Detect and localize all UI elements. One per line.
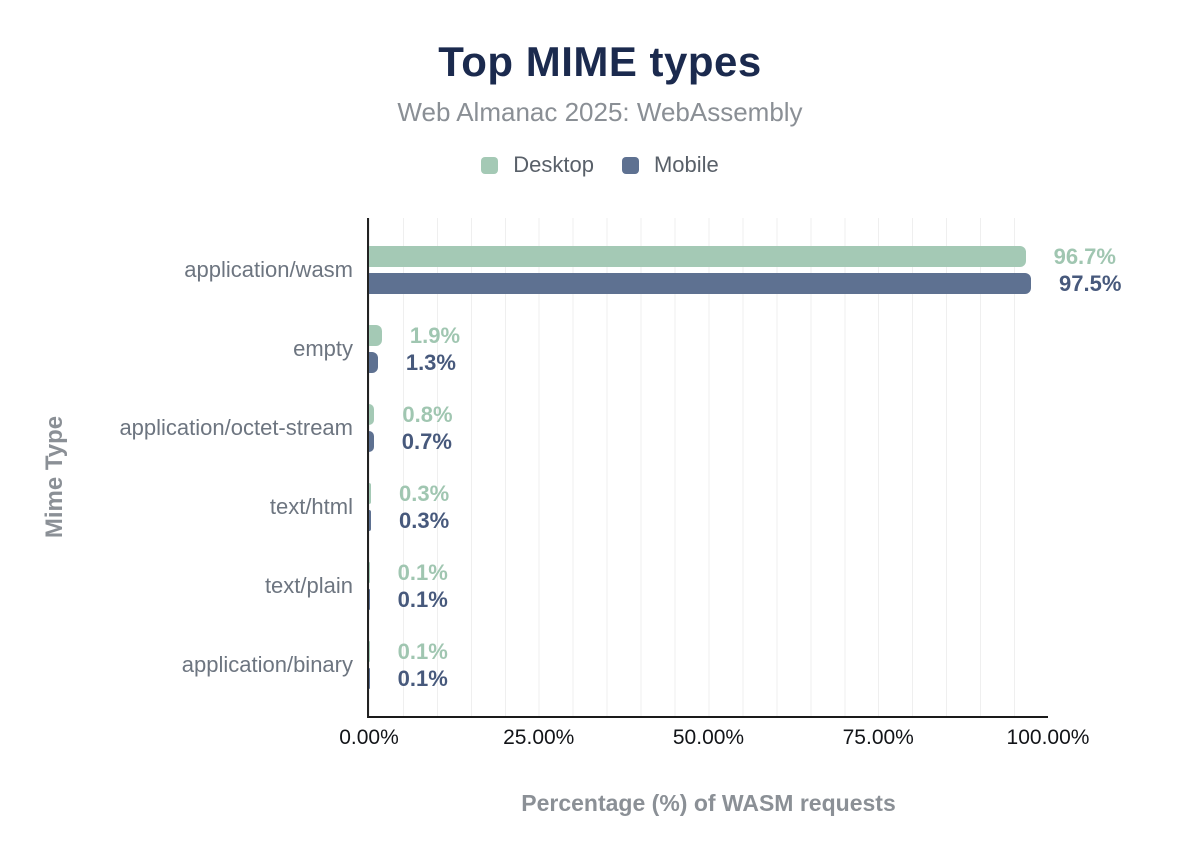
- mobile-barline: 97.5%: [369, 273, 1121, 295]
- y-axis-title: Mime Type: [41, 415, 68, 539]
- x-tick-0: 0.00%: [339, 726, 399, 749]
- mobile-barline: 0.7%: [369, 429, 1048, 455]
- mobile-value-label: 0.1%: [397, 665, 448, 691]
- mobile-barline: 1.3%: [369, 350, 1048, 376]
- desktop-value-label: 96.7%: [1053, 244, 1116, 270]
- desktop-bar[interactable]: [369, 561, 370, 583]
- bar-group: 0.8% 0.7%: [369, 402, 1048, 455]
- category-row-application-wasm: application/wasm 96.7% 97.5%: [184, 231, 1121, 310]
- desktop-bar[interactable]: [369, 404, 375, 426]
- x-tick-50: 50.00%: [672, 726, 745, 749]
- chart-title: Top MIME types: [438, 38, 762, 85]
- category-row-text-html: text/html 0.3% 0.3%: [270, 467, 1048, 546]
- desktop-barline: 1.9%: [369, 323, 1048, 349]
- x-axis-tick-labels: 0.00% 25.00% 50.00% 75.00% 100.00%: [339, 726, 1089, 752]
- bar-group: 1.9% 1.3%: [369, 323, 1048, 376]
- x-axis-title: Percentage (%) of WASM requests: [521, 790, 896, 816]
- desktop-value-label: 1.9%: [409, 323, 461, 349]
- desktop-value-label: 0.1%: [397, 559, 448, 585]
- category-row-empty: empty 1.9% 1.3%: [293, 310, 1048, 389]
- mobile-bar[interactable]: [369, 431, 374, 453]
- category-label: text/plain: [264, 572, 353, 598]
- mobile-value-label: 0.1%: [397, 586, 448, 612]
- mobile-value-label: 97.5%: [1059, 271, 1122, 297]
- desktop-barline: 0.1%: [369, 559, 1048, 585]
- legend-label-mobile: Mobile: [653, 152, 719, 177]
- category-label: empty: [293, 336, 353, 362]
- x-tick-100: 100.00%: [1006, 726, 1090, 749]
- bar-group: 0.1% 0.1%: [369, 638, 1048, 691]
- desktop-value-label: 0.1%: [397, 638, 448, 664]
- category-row-application-binary: application/binary 0.1% 0.1%: [182, 625, 1048, 704]
- mobile-barline: 0.1%: [369, 665, 1048, 691]
- mobile-value-label: 1.3%: [405, 350, 456, 376]
- mobile-value-label: 0.7%: [401, 429, 452, 455]
- desktop-barline: 0.8%: [369, 402, 1048, 428]
- desktop-barline: 96.7%: [369, 246, 1116, 268]
- chart-subtitle: Web Almanac 2025: WebAssembly: [397, 97, 803, 127]
- legend-item-mobile[interactable]: Mobile: [621, 152, 719, 178]
- desktop-barline: 0.3%: [369, 480, 1048, 506]
- plot-area: application/wasm 96.7% 97.5% empty: [119, 218, 1121, 718]
- mobile-bar[interactable]: [369, 273, 1032, 295]
- legend-label-desktop: Desktop: [513, 152, 594, 177]
- bar-group: 0.1% 0.1%: [369, 559, 1048, 612]
- bar-group: 0.3% 0.3%: [369, 480, 1048, 533]
- mobile-swatch-icon: [621, 156, 639, 174]
- category-row-text-plain: text/plain 0.1% 0.1%: [265, 546, 1048, 625]
- legend-item-desktop[interactable]: Desktop: [481, 152, 594, 178]
- mobile-bar[interactable]: [369, 588, 370, 610]
- mobile-barline: 0.1%: [369, 586, 1048, 612]
- category-label: text/html: [269, 493, 353, 519]
- category-label: application/binary: [181, 651, 353, 677]
- mobile-barline: 0.3%: [369, 507, 1048, 533]
- category-label: application/wasm: [184, 257, 353, 283]
- desktop-bar[interactable]: [369, 246, 1026, 268]
- mobile-bar[interactable]: [369, 667, 370, 689]
- bar-group: 96.7% 97.5%: [369, 246, 1121, 295]
- category-label: application/octet-stream: [119, 415, 353, 441]
- legend: Desktop Mobile: [0, 152, 1200, 178]
- x-tick-75: 75.00%: [842, 726, 914, 749]
- desktop-value-label: 0.8%: [402, 402, 453, 428]
- mobile-bar[interactable]: [369, 509, 372, 531]
- bar-rows: application/wasm 96.7% 97.5% empty: [119, 231, 1121, 704]
- mobile-bar[interactable]: [369, 352, 378, 374]
- desktop-bar[interactable]: [369, 482, 372, 504]
- desktop-bar[interactable]: [369, 325, 382, 347]
- desktop-swatch-icon: [481, 156, 499, 174]
- category-row-application-octet-stream: application/octet-stream 0.8% 0.7%: [119, 389, 1048, 468]
- x-tick-25: 25.00%: [503, 726, 575, 749]
- desktop-barline: 0.1%: [369, 638, 1048, 664]
- mobile-value-label: 0.3%: [399, 507, 450, 533]
- desktop-bar[interactable]: [369, 640, 370, 662]
- desktop-value-label: 0.3%: [399, 480, 450, 506]
